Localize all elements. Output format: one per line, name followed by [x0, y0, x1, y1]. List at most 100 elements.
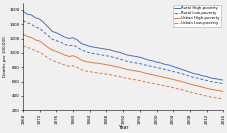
Urban High-poverty: [47, 47, 49, 48]
Rural Low-poverty: [80, 49, 82, 51]
Urban Low-poverty: [175, 88, 178, 90]
Urban High-poverty: [126, 69, 128, 70]
Urban High-poverty: [88, 61, 91, 63]
Urban Low-poverty: [138, 80, 141, 81]
Urban Low-poverty: [212, 97, 215, 98]
Urban Low-poverty: [34, 50, 37, 52]
Urban Low-poverty: [155, 83, 157, 85]
Rural Low-poverty: [113, 57, 116, 59]
Rural High-poverty: [146, 59, 149, 61]
Urban High-poverty: [159, 76, 161, 77]
Urban High-poverty: [175, 80, 178, 81]
Urban Low-poverty: [72, 65, 74, 66]
Rural High-poverty: [196, 74, 199, 75]
Rural Low-poverty: [196, 78, 199, 79]
Urban High-poverty: [130, 69, 132, 71]
Urban Low-poverty: [121, 77, 124, 78]
Urban Low-poverty: [51, 60, 53, 61]
Rural Low-poverty: [42, 31, 45, 33]
Urban High-poverty: [105, 64, 107, 65]
Rural Low-poverty: [146, 65, 149, 66]
Rural High-poverty: [42, 22, 45, 24]
Urban High-poverty: [67, 56, 70, 57]
Rural Low-poverty: [101, 54, 103, 56]
Rural Low-poverty: [63, 43, 66, 45]
Urban High-poverty: [59, 52, 62, 54]
Rural High-poverty: [142, 58, 145, 59]
Urban Low-poverty: [221, 98, 224, 100]
Rural High-poverty: [188, 71, 190, 73]
Urban Low-poverty: [126, 78, 128, 79]
Rural High-poverty: [126, 54, 128, 56]
Rural High-poverty: [208, 77, 211, 79]
X-axis label: Year: Year: [117, 125, 128, 130]
Rural Low-poverty: [142, 64, 145, 65]
Rural Low-poverty: [55, 40, 58, 41]
Urban Low-poverty: [142, 81, 145, 82]
Urban High-poverty: [84, 61, 87, 62]
Urban High-poverty: [188, 83, 190, 85]
Urban Low-poverty: [96, 72, 99, 74]
Urban High-poverty: [163, 77, 165, 78]
Urban High-poverty: [217, 90, 220, 92]
Urban High-poverty: [142, 72, 145, 74]
Rural Low-poverty: [121, 59, 124, 61]
Rural Low-poverty: [134, 62, 136, 64]
Rural High-poverty: [38, 18, 41, 20]
Rural High-poverty: [101, 48, 103, 49]
Urban High-poverty: [117, 66, 120, 68]
Urban Low-poverty: [63, 64, 66, 66]
Urban Low-poverty: [150, 82, 153, 84]
Rural Low-poverty: [188, 75, 190, 77]
Urban High-poverty: [200, 86, 203, 88]
Urban Low-poverty: [67, 66, 70, 67]
Rural Low-poverty: [175, 72, 178, 73]
Y-axis label: Deaths per 100,000: Deaths per 100,000: [3, 36, 7, 77]
Urban High-poverty: [38, 40, 41, 42]
Rural Low-poverty: [138, 63, 141, 64]
Urban Low-poverty: [117, 76, 120, 77]
Urban Low-poverty: [167, 86, 170, 88]
Urban Low-poverty: [55, 61, 58, 63]
Rural Low-poverty: [30, 23, 33, 25]
Rural High-poverty: [96, 47, 99, 49]
Urban High-poverty: [208, 88, 211, 90]
Legend: Rural High-poverty, Rural Low-poverty, Urban High-poverty, Urban Low-poverty: Rural High-poverty, Rural Low-poverty, U…: [172, 5, 220, 27]
Rural Low-poverty: [34, 26, 37, 28]
Urban High-poverty: [146, 73, 149, 75]
Urban Low-poverty: [59, 63, 62, 64]
Urban Low-poverty: [200, 94, 203, 96]
Rural High-poverty: [155, 61, 157, 63]
Rural High-poverty: [109, 49, 111, 51]
Rural Low-poverty: [217, 82, 220, 84]
Rural High-poverty: [47, 26, 49, 28]
Urban High-poverty: [179, 81, 182, 82]
Rural High-poverty: [51, 31, 53, 32]
Rural High-poverty: [192, 73, 195, 74]
Line: Rural Low-poverty: Rural Low-poverty: [23, 21, 222, 84]
Rural Low-poverty: [105, 55, 107, 57]
Urban High-poverty: [196, 85, 199, 87]
Urban Low-poverty: [80, 69, 82, 70]
Rural Low-poverty: [150, 66, 153, 67]
Line: Rural High-poverty: Rural High-poverty: [23, 11, 222, 80]
Rural High-poverty: [26, 13, 29, 15]
Urban Low-poverty: [217, 97, 220, 99]
Rural Low-poverty: [26, 22, 29, 24]
Rural Low-poverty: [208, 81, 211, 82]
Urban Low-poverty: [204, 95, 207, 97]
Rural High-poverty: [67, 38, 70, 39]
Rural Low-poverty: [130, 61, 132, 63]
Rural Low-poverty: [221, 83, 224, 84]
Rural High-poverty: [221, 79, 224, 81]
Rural Low-poverty: [67, 45, 70, 47]
Rural Low-poverty: [163, 68, 165, 70]
Urban Low-poverty: [208, 96, 211, 98]
Urban High-poverty: [134, 70, 136, 72]
Urban Low-poverty: [105, 73, 107, 75]
Urban Low-poverty: [42, 54, 45, 56]
Urban High-poverty: [155, 75, 157, 77]
Urban Low-poverty: [101, 73, 103, 74]
Urban High-poverty: [150, 74, 153, 76]
Urban High-poverty: [22, 34, 24, 35]
